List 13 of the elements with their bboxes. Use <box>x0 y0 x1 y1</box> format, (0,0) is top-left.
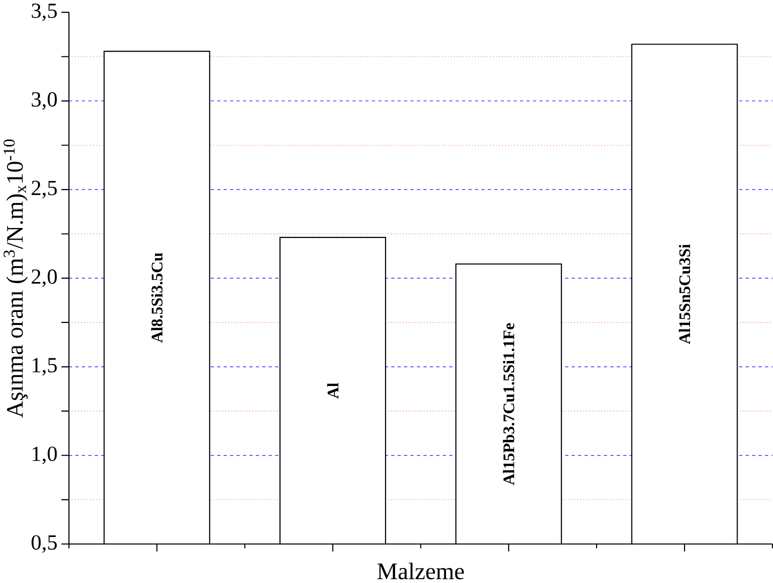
y-tick-label: 1,5 <box>32 358 57 376</box>
y-axis-title: Aşınma oranı (m$^{3}$/N.m)$_{x}$10$^{-10}$ <box>4 140 28 418</box>
y-tick-label: 3,0 <box>32 92 57 110</box>
y-tick-label: 0,5 <box>32 535 57 553</box>
y-tick-label: 2,0 <box>32 269 57 288</box>
y-tick-label: 2,5 <box>32 180 57 198</box>
x-tick-label: Al <box>327 382 338 399</box>
x-tick-label: Al15Pb3.7Cu1.5Si1.1Fe <box>502 323 514 486</box>
x-tick-label: Al15Sn5Cu3Si <box>678 244 690 344</box>
x-tick-label: Al8.5Si3.5Cu <box>151 252 163 343</box>
x-axis-title: Malzeme <box>377 562 464 580</box>
y-tick-label: 3,5 <box>32 4 57 22</box>
y-tick-label: 1,0 <box>32 446 57 464</box>
